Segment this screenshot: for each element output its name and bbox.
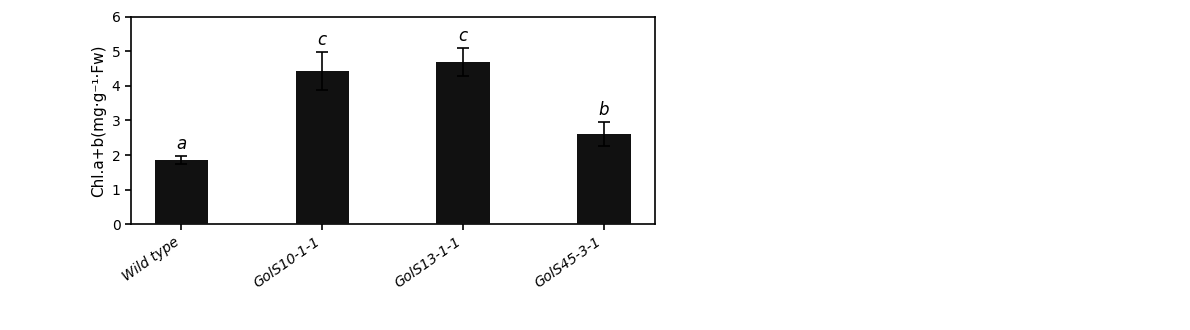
Text: c: c <box>318 31 327 49</box>
Bar <box>577 134 631 224</box>
Bar <box>437 62 490 224</box>
Bar <box>155 160 208 224</box>
Text: b: b <box>599 101 609 119</box>
Bar <box>295 71 349 224</box>
Text: c: c <box>458 27 468 45</box>
Text: a: a <box>176 135 187 153</box>
Y-axis label: Chl.a+b(mg·g⁻¹·Fw): Chl.a+b(mg·g⁻¹·Fw) <box>92 44 106 197</box>
